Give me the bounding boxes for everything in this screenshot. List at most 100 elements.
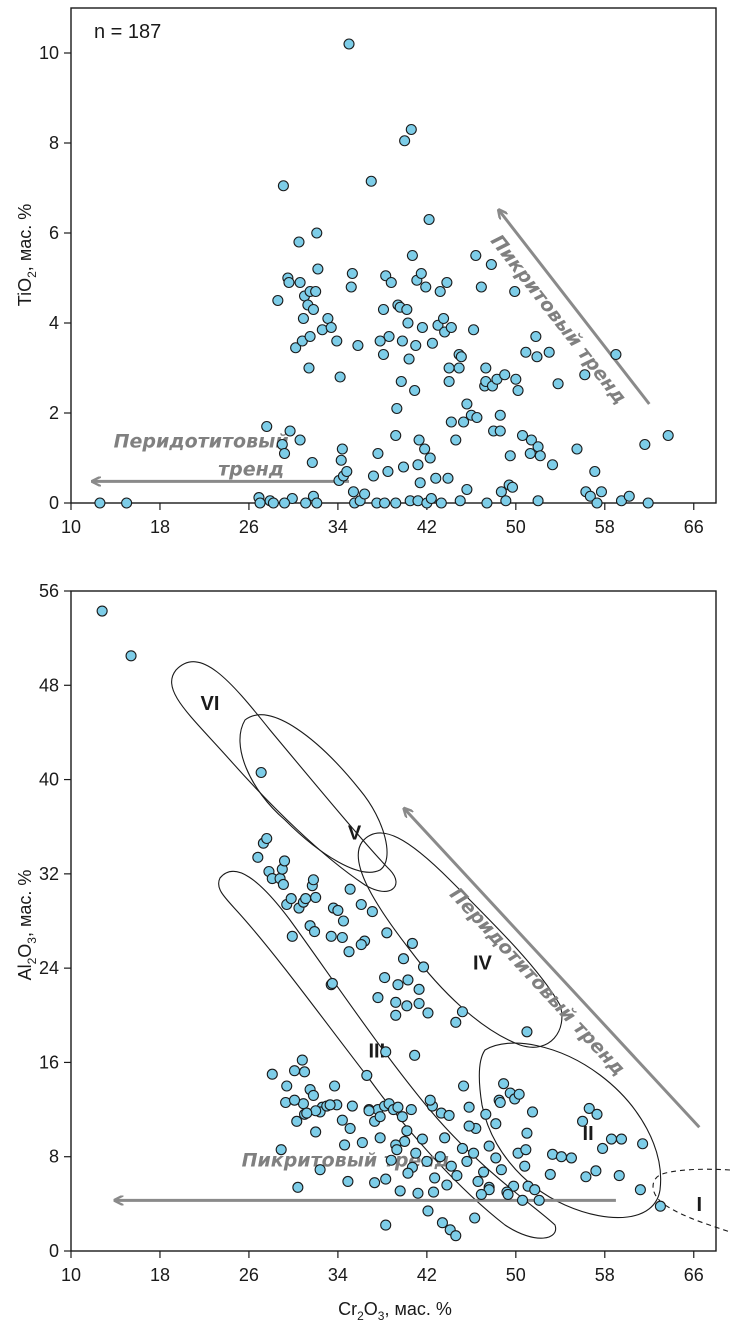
bottom-data-point [346,1100,358,1112]
bottom-data-point [468,1147,480,1159]
bottom-data-point [590,1165,602,1177]
top-data-point [276,438,288,451]
sample-count-annotation: n = 187 [94,21,161,43]
top-x-tick-label: 26 [239,517,259,537]
top-y-axis: 0 2 4 6 8 10 [39,43,71,513]
top-data-point [610,348,622,361]
top-data-point [300,497,312,509]
top-y-tick-label: 8 [49,133,59,153]
top-data-point [294,276,306,289]
top-data-point [359,488,371,500]
bottom-data-point [401,1000,413,1012]
top-data-point [406,249,418,262]
top-data-point [331,335,343,347]
top-data-point [335,454,347,466]
bottom-data-point [605,1133,618,1145]
top-data-point [591,497,603,509]
top-data-point [401,303,413,316]
bottom-data-point [402,1167,414,1179]
bottom-data-point [417,961,430,973]
field-label-i: I [697,1194,703,1216]
top-data-point [420,281,432,293]
top-data-point [532,441,544,453]
bottom-data-point [326,977,338,990]
top-data-point [396,335,408,347]
top-data-point [391,402,403,415]
bottom-data-point [429,1172,441,1184]
bottom-data-point [356,1137,368,1149]
bottom-y-tick-label: 48 [39,675,59,695]
bottom-data-point [329,1080,341,1092]
bottom-data-point [427,1186,440,1198]
top-x-tick-label: 10 [61,517,81,537]
top-data-point [500,495,512,507]
top-data-point [312,263,324,275]
top-data-point [419,443,431,455]
top-data-point [307,303,319,316]
top-data-point [405,123,417,136]
bottom-data-point [390,996,402,1008]
top-data-point [272,294,284,307]
bottom-data-points [96,605,666,1242]
top-data-points [94,38,674,509]
top-y-axis-title: TiO2, мас. % [15,204,39,306]
bottom-data-point [544,1168,556,1180]
top-data-point [412,459,424,471]
bottom-data-point [374,1132,386,1144]
bottom-data-point [291,1115,303,1127]
bottom-data-point [310,1126,322,1138]
top-data-point [455,351,467,363]
bottom-data-point [458,1080,470,1092]
bottom-data-point [580,1171,592,1183]
bottom-data-point [277,878,289,891]
top-data-point [413,434,425,446]
top-data-point [450,434,462,446]
bottom-data-point [463,1120,475,1132]
top-y-tick-label: 2 [49,403,59,423]
top-data-point [662,429,674,442]
bottom-data-point [434,1151,446,1163]
top-data-point [425,492,437,505]
top-data-point [584,490,596,502]
bottom-data-point [252,851,264,863]
top-data-point [443,375,455,388]
top-data-point [434,285,446,298]
bottom-data-point [422,1007,434,1019]
top-data-point [485,258,497,271]
bottom-data-point [355,898,367,911]
bottom-y-tick-label: 24 [39,958,59,978]
top-data-point [461,398,473,410]
bottom-data-point [422,1205,434,1217]
bottom-data-point [483,1140,495,1152]
bottom-data-point [498,1078,510,1090]
top-data-point [261,420,273,433]
bottom-data-point [402,974,414,986]
bottom-data-point [424,1094,436,1106]
bottom-x-tick-label: 34 [328,1265,348,1285]
bottom-data-point [298,1066,311,1078]
bottom-data-point [374,1111,386,1123]
bottom-data-point [286,930,298,942]
top-data-point [374,335,386,347]
bottom-y-axis-title: Al2O3, мас. % [15,870,39,981]
bottom-data-point [513,1088,525,1100]
bottom-data-point [516,1194,529,1206]
field-iii-outline [218,870,557,1239]
bottom-data-point [472,1175,484,1188]
bottom-data-point [288,1094,301,1106]
top-data-point [377,303,390,316]
top-trend-label: тренд [218,458,284,480]
top-data-point [402,317,414,329]
field-outlines [171,661,730,1239]
top-data-point [494,409,506,421]
bottom-data-point [332,904,344,916]
bottom-y-tick-label: 40 [39,770,59,790]
bottom-x-axis: 10 18 26 34 42 50 58 66 [61,1251,704,1285]
bottom-data-point [565,1152,577,1164]
bottom-data-point [577,1115,589,1127]
top-data-point [453,362,465,374]
bottom-data-point [416,1133,428,1145]
top-data-point [504,450,516,462]
top-data-point [443,362,455,374]
top-data-point [470,249,482,262]
